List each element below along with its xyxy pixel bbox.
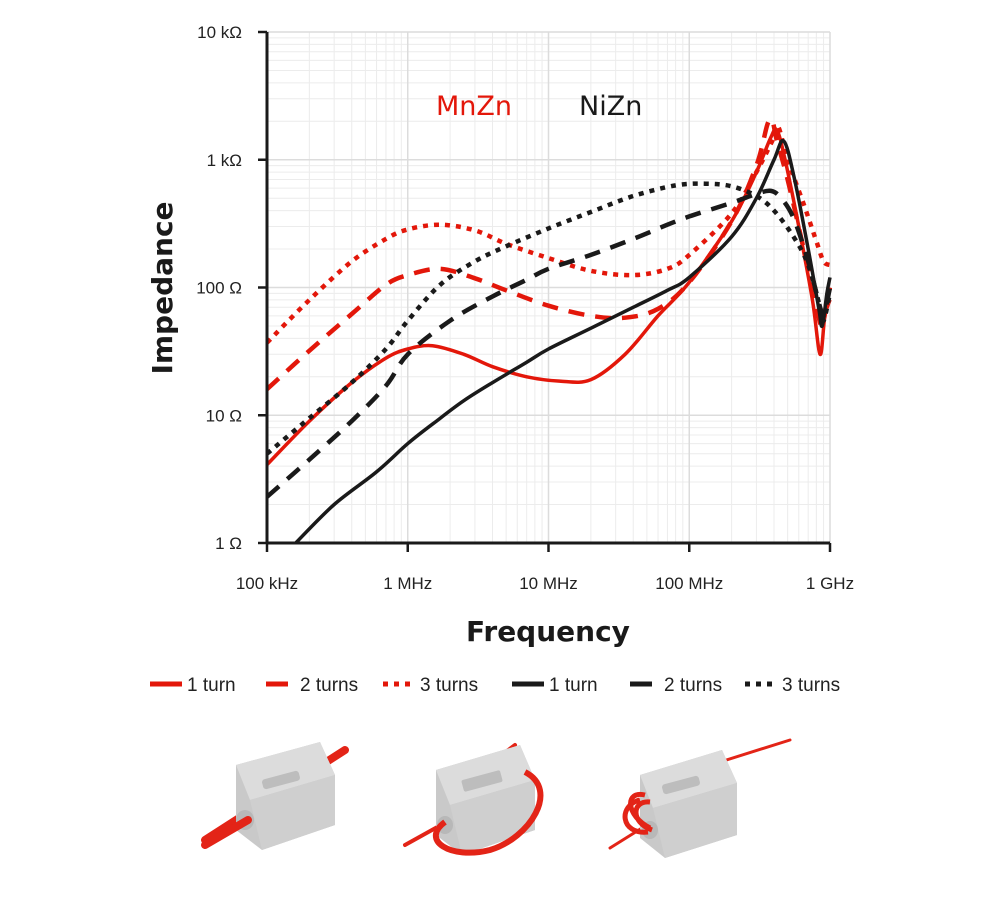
legend-label: 3 turns (782, 675, 840, 696)
ferrite-photo-2-turns (403, 743, 544, 856)
y-axis-title: Impedance (146, 201, 179, 374)
series-layer (267, 116, 832, 543)
legend: 1 turn 2 turns 3 turns 1 turn 2 turns 3 turns (150, 675, 840, 696)
impedance-chart: 100 kHz 1 MHz 10 MHz 100 MHz 1 GHz 1 Ω 10 Ω 100… (146, 23, 854, 696)
ferrite-photo-3-turns (608, 738, 792, 858)
x-tick-label: 100 kHz (236, 574, 298, 593)
y-tick-label: 1 kΩ (207, 151, 242, 170)
ferrite-photo-1-turn (201, 742, 349, 850)
annotation-mnzn: MnZn (436, 91, 512, 122)
ferrite-photos (0, 720, 1000, 900)
legend-label: 1 turn (549, 675, 598, 696)
y-tick-label: 10 kΩ (197, 23, 242, 42)
x-axis-title: Frequency (466, 615, 630, 648)
legend-label: 2 turns (300, 675, 358, 696)
annotation-nizn: NiZn (579, 91, 642, 122)
y-tick-label: 10 Ω (206, 406, 242, 425)
ticks: 100 kHz 1 MHz 10 MHz 100 MHz 1 GHz 1 Ω 10 Ω 100… (196, 23, 854, 593)
y-tick-label: 100 Ω (196, 279, 242, 298)
legend-label: 1 turn (187, 675, 236, 696)
x-tick-label: 1 MHz (383, 574, 432, 593)
legend-label: 2 turns (664, 675, 722, 696)
x-tick-label: 10 MHz (519, 574, 578, 593)
series-nizn-3-turns (267, 181, 832, 456)
legend-label: 3 turns (420, 675, 478, 696)
series-mnzn-2-turns (267, 116, 832, 391)
x-tick-label: 1 GHz (806, 574, 854, 593)
series-nizn-2-turns (267, 188, 832, 499)
series-nizn-1-turn (294, 138, 832, 543)
x-tick-label: 100 MHz (655, 574, 723, 593)
y-tick-label: 1 Ω (215, 534, 242, 553)
